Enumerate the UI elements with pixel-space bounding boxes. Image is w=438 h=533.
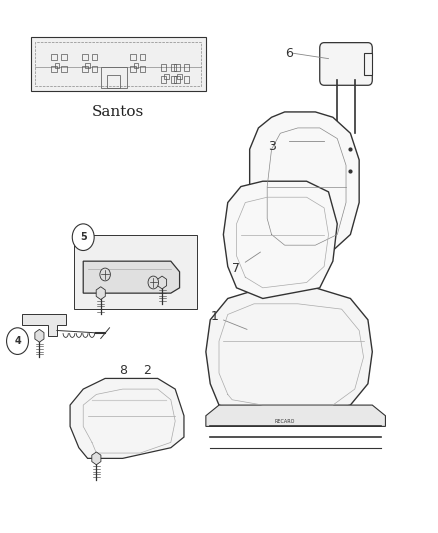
Text: 7: 7 — [232, 252, 261, 275]
Bar — [82, 66, 88, 72]
Polygon shape — [35, 329, 44, 342]
Bar — [131, 54, 136, 61]
Bar — [61, 54, 67, 61]
Bar — [161, 64, 166, 71]
Circle shape — [7, 328, 28, 354]
Bar — [174, 76, 180, 83]
Bar — [364, 53, 372, 75]
Polygon shape — [92, 452, 101, 465]
Bar — [164, 74, 169, 79]
Bar — [107, 75, 120, 88]
Bar — [101, 67, 127, 88]
Text: 6: 6 — [285, 47, 293, 60]
FancyBboxPatch shape — [320, 43, 372, 85]
Text: 2: 2 — [143, 364, 151, 377]
Polygon shape — [70, 378, 184, 458]
Bar — [55, 63, 59, 68]
Polygon shape — [83, 261, 180, 293]
Bar — [131, 66, 136, 72]
Bar — [92, 66, 97, 72]
Text: 1: 1 — [210, 310, 247, 329]
Bar — [92, 54, 97, 61]
Bar — [184, 76, 189, 83]
Polygon shape — [206, 288, 372, 416]
Text: Santos: Santos — [92, 105, 145, 119]
Text: 8: 8 — [119, 364, 127, 377]
Bar — [61, 66, 67, 72]
FancyBboxPatch shape — [31, 37, 206, 91]
Bar — [170, 76, 176, 83]
Bar — [82, 54, 88, 61]
Polygon shape — [22, 314, 66, 336]
Text: 3: 3 — [268, 140, 276, 153]
Bar — [161, 76, 166, 83]
Polygon shape — [206, 405, 385, 426]
Bar — [177, 74, 182, 79]
Bar — [85, 63, 90, 68]
Bar — [140, 66, 145, 72]
Bar — [174, 64, 180, 71]
Bar — [74, 235, 197, 309]
Polygon shape — [158, 276, 166, 289]
Bar — [184, 64, 189, 71]
Polygon shape — [250, 112, 359, 256]
Bar — [52, 54, 57, 61]
Circle shape — [148, 276, 159, 289]
Polygon shape — [96, 287, 105, 300]
Circle shape — [72, 224, 94, 251]
Bar — [134, 63, 138, 68]
Bar — [140, 54, 145, 61]
Bar — [170, 64, 176, 71]
Text: RECARO: RECARO — [275, 418, 295, 424]
Circle shape — [100, 268, 110, 281]
Bar — [52, 66, 57, 72]
Text: 5: 5 — [80, 232, 87, 242]
Polygon shape — [223, 181, 337, 298]
Text: 4: 4 — [14, 336, 21, 346]
